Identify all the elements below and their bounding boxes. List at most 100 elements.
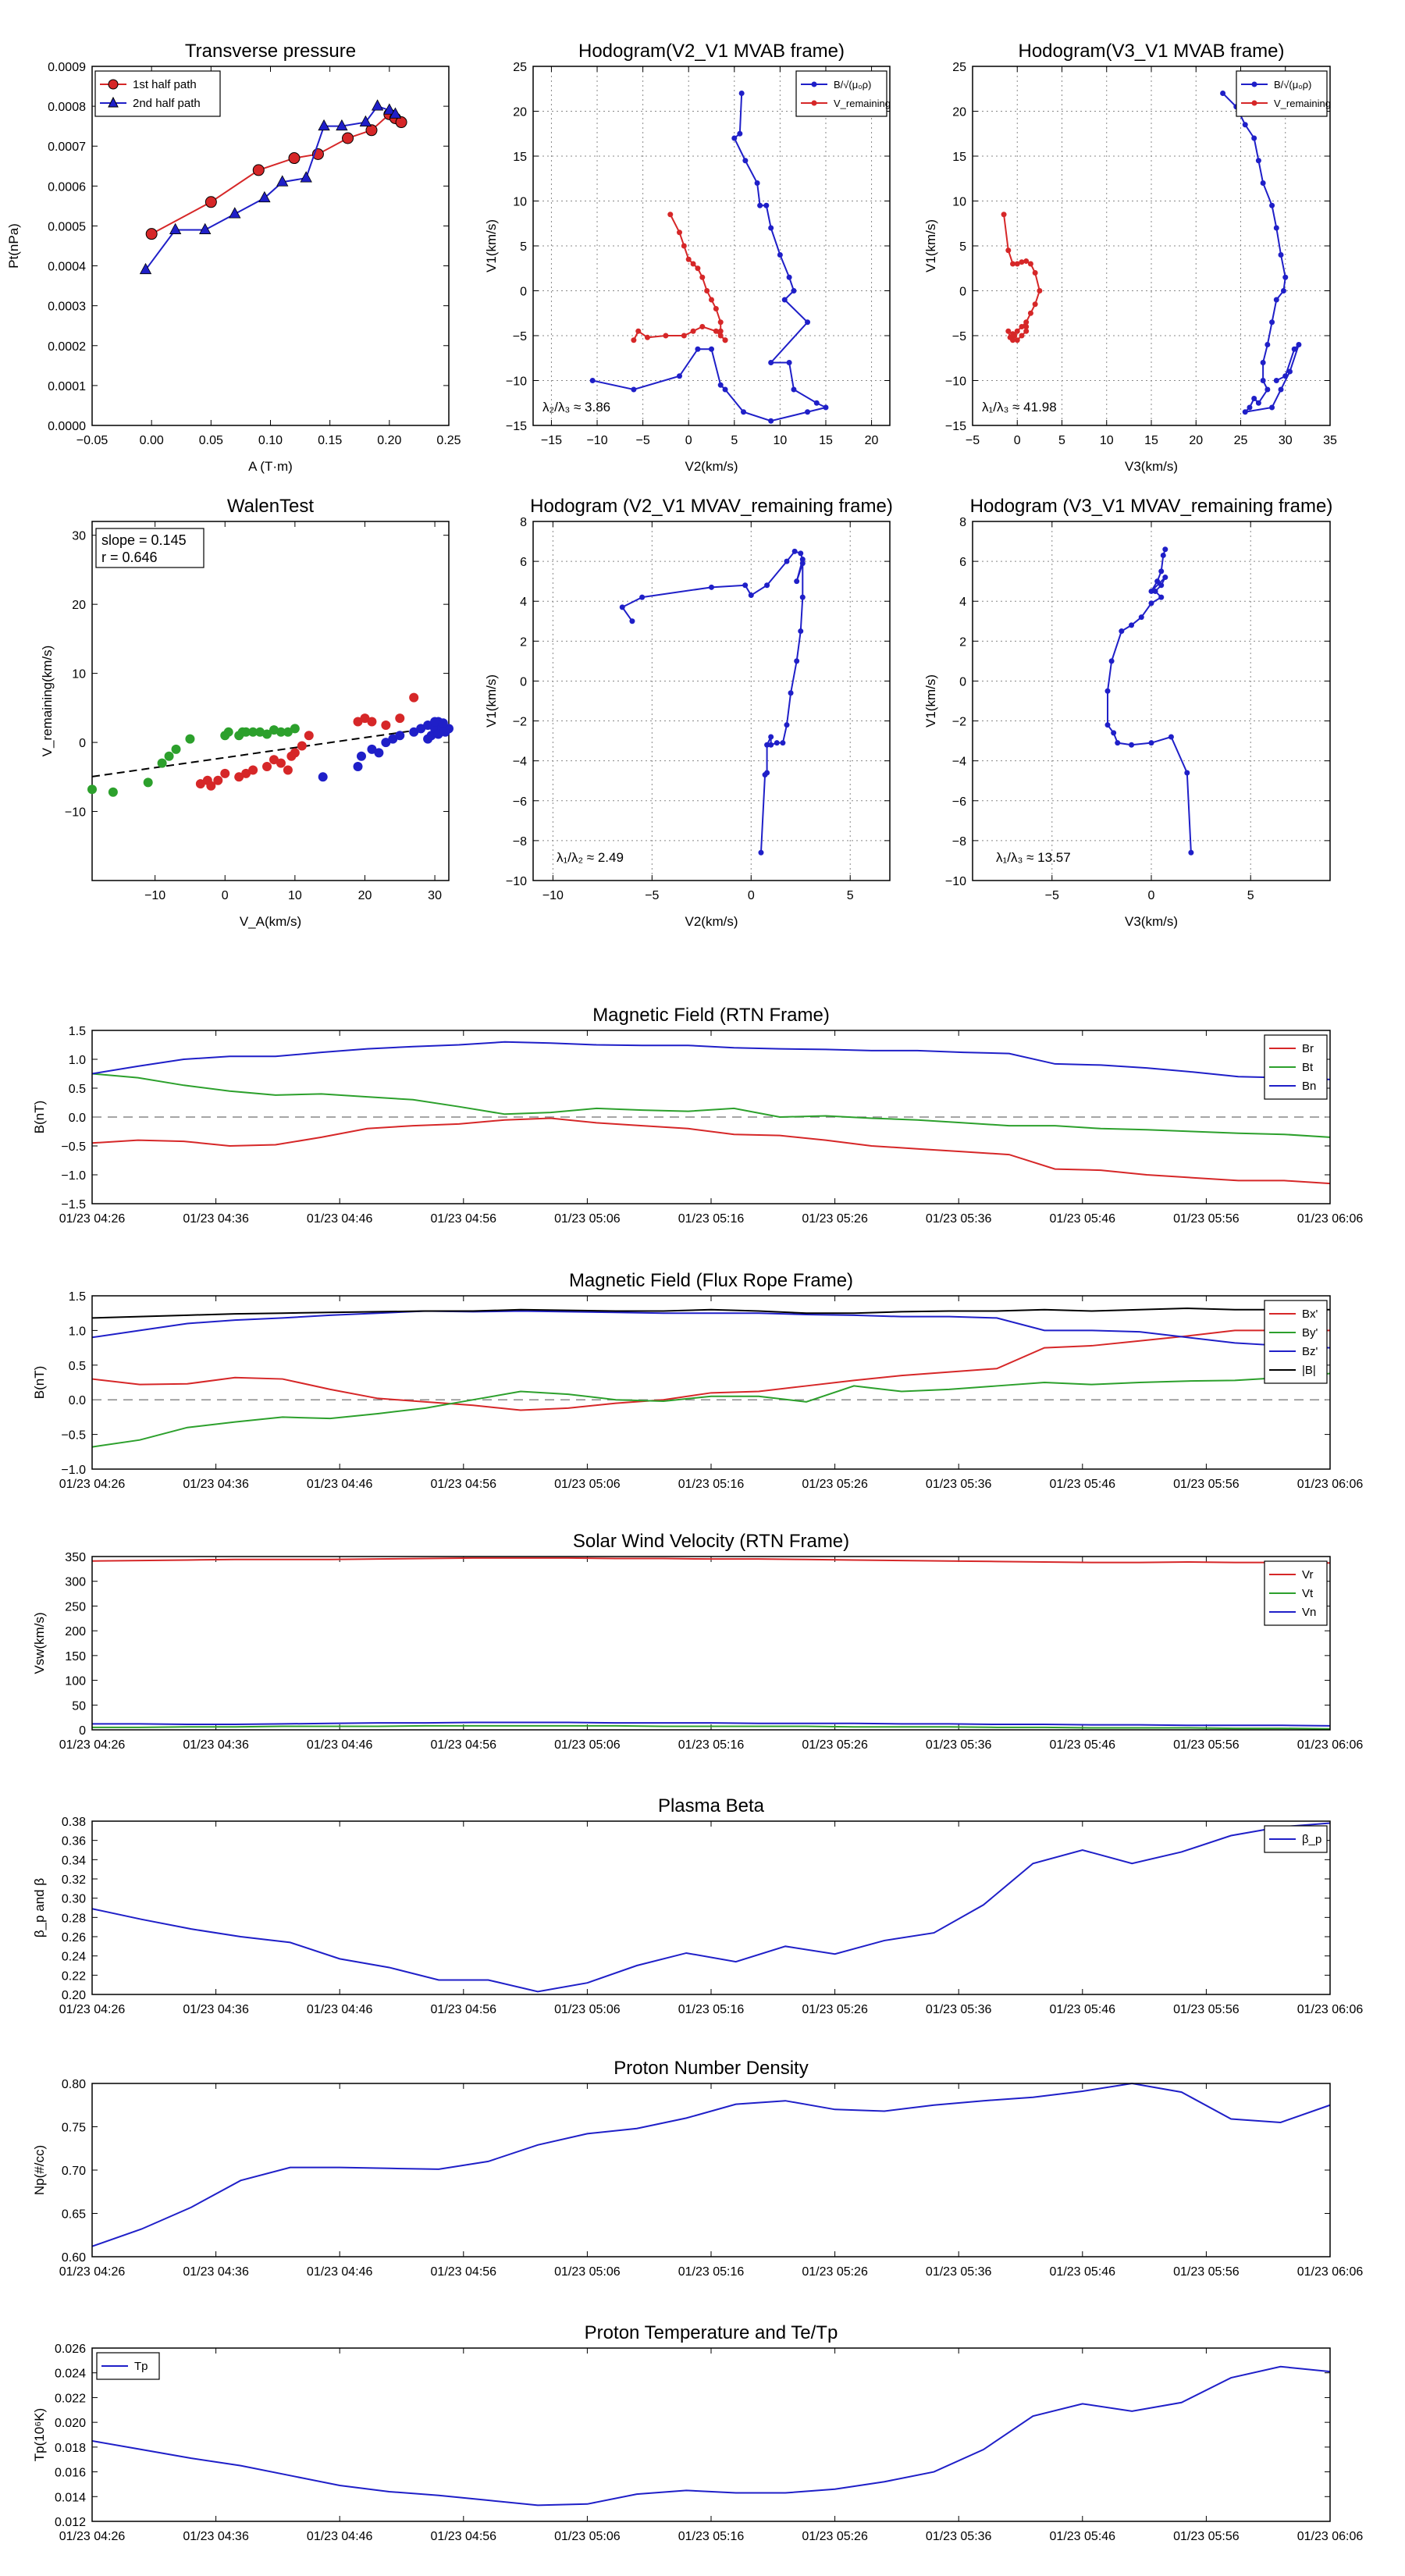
data-point xyxy=(1158,568,1165,575)
y-tick-label: 0.30 xyxy=(62,1893,86,1906)
data-point xyxy=(1154,578,1161,585)
chart-title: Magnetic Field (Flux Rope Frame) xyxy=(569,1270,853,1291)
y-tick-label: 10 xyxy=(72,668,86,681)
y-tick-label: −15 xyxy=(506,420,527,433)
y-tick-label: 0.0008 xyxy=(48,101,86,114)
data-point xyxy=(731,135,738,141)
data-point-green xyxy=(87,785,97,795)
data-point xyxy=(619,604,625,610)
x-axis-label: V2(km/s) xyxy=(685,914,738,929)
x-tick-label: 01/23 05:06 xyxy=(554,1478,621,1491)
series-line-Br xyxy=(91,1117,1331,1185)
y-tick-label: 0.020 xyxy=(55,2417,86,2430)
x-tick-label: −15 xyxy=(541,434,562,447)
y-tick-label: 0.0007 xyxy=(48,141,86,154)
y-tick-label: 0.014 xyxy=(55,2491,86,2504)
legend-label: B/√(μ₀ρ) xyxy=(834,79,871,91)
data-point-red xyxy=(290,748,300,758)
x-axis-label: V_A(km/s) xyxy=(240,914,301,929)
data-point xyxy=(1032,270,1038,276)
data-point xyxy=(365,124,378,137)
y-tick-label: 0.20 xyxy=(62,1989,86,2002)
data-point-red xyxy=(213,775,223,785)
data-point xyxy=(704,288,710,294)
data-point xyxy=(1152,588,1158,594)
x-axis-label: V3(km/s) xyxy=(1125,459,1178,474)
data-point xyxy=(709,584,714,590)
x-tick-label: 01/23 05:06 xyxy=(554,2530,621,2543)
x-tick-label: 01/23 05:46 xyxy=(1050,2265,1116,2279)
x-tick-label: 0 xyxy=(1148,889,1155,902)
x-tick-label: 01/23 04:26 xyxy=(59,1478,126,1491)
data-point-blue xyxy=(353,762,363,772)
data-point xyxy=(1251,396,1257,401)
data-point-blue xyxy=(416,724,426,734)
legend-label: Bn xyxy=(1302,1080,1316,1093)
y-tick-label: −1.0 xyxy=(61,1464,86,1477)
x-tick-label: 01/23 05:26 xyxy=(802,1738,868,1752)
y-tick-label: −0.5 xyxy=(61,1429,86,1443)
x-tick-label: 01/23 05:36 xyxy=(926,2003,992,2016)
data-point xyxy=(764,742,770,748)
data-point xyxy=(813,400,820,406)
x-axis-label: V2(km/s) xyxy=(685,459,738,474)
x-tick-label: 0 xyxy=(685,434,692,447)
y-tick-label: 30 xyxy=(72,530,86,543)
data-point xyxy=(199,222,212,234)
x-tick-label: 01/23 04:56 xyxy=(431,2265,497,2279)
data-point xyxy=(1138,614,1144,621)
series-line-Vt xyxy=(92,1724,1331,1730)
data-point xyxy=(1148,600,1154,607)
y-tick-label: 6 xyxy=(959,556,966,569)
data-point xyxy=(1278,386,1284,393)
series-line-1 xyxy=(633,214,726,341)
y-tick-label: −4 xyxy=(513,756,527,769)
data-point xyxy=(288,152,301,165)
chart-tp: Transverse pressure −0.05 0.00 0.05 0.10 0.15… xyxy=(6,41,461,474)
data-point xyxy=(699,274,706,280)
x-tick-label: 01/23 04:26 xyxy=(59,2530,126,2543)
x-tick-label: 10 xyxy=(288,889,302,902)
x-tick-label: 25 xyxy=(1234,434,1248,447)
eigen-ratio-annotation: λ₁/λ₃ ≈ 13.57 xyxy=(996,850,1071,865)
data-point-blue xyxy=(367,744,377,754)
data-point-blue xyxy=(423,734,433,744)
y-tick-label: 8 xyxy=(520,516,527,529)
x-tick-label: 01/23 05:56 xyxy=(1173,2003,1240,2016)
y-tick-label: 0.75 xyxy=(62,2122,86,2135)
data-point xyxy=(764,582,770,589)
y-tick-label: 0 xyxy=(79,737,86,750)
data-point-green xyxy=(171,744,181,754)
stats-box xyxy=(95,528,205,568)
data-point-green xyxy=(185,734,195,744)
y-tick-label: −2 xyxy=(952,716,966,729)
data-point xyxy=(589,378,596,383)
legend-label: Vt xyxy=(1302,1587,1314,1600)
data-point xyxy=(1027,310,1033,316)
data-point-blue xyxy=(356,751,366,761)
data-point xyxy=(139,262,152,275)
chart-title: Hodogram(V3_V1 MVAB frame) xyxy=(1018,41,1284,62)
series-line-Tp xyxy=(91,2365,1331,2507)
x-tick-label: 01/23 05:06 xyxy=(554,2003,621,2016)
data-point xyxy=(768,734,774,740)
x-tick-label: −10 xyxy=(586,434,607,447)
data-point-red xyxy=(248,765,258,775)
data-point xyxy=(762,772,768,778)
chart-title: WalenTest xyxy=(227,496,314,517)
data-point xyxy=(1005,247,1012,254)
data-point xyxy=(1148,740,1154,746)
legend-label: |B| xyxy=(1302,1364,1316,1377)
y-tick-label: 0.5 xyxy=(69,1083,86,1096)
data-point xyxy=(1255,400,1261,406)
y-tick-label: −6 xyxy=(952,795,966,809)
data-point xyxy=(717,319,724,326)
x-tick-label: −5 xyxy=(645,889,659,902)
data-point xyxy=(1148,588,1154,594)
y-axis-label: B(nT) xyxy=(32,1101,47,1134)
y-tick-label: −0.5 xyxy=(61,1140,86,1154)
data-point xyxy=(1162,575,1168,581)
series-line-Bx' xyxy=(91,1329,1330,1411)
y-tick-label: 0.32 xyxy=(62,1873,86,1887)
y-tick-label: 0.28 xyxy=(62,1912,86,1925)
